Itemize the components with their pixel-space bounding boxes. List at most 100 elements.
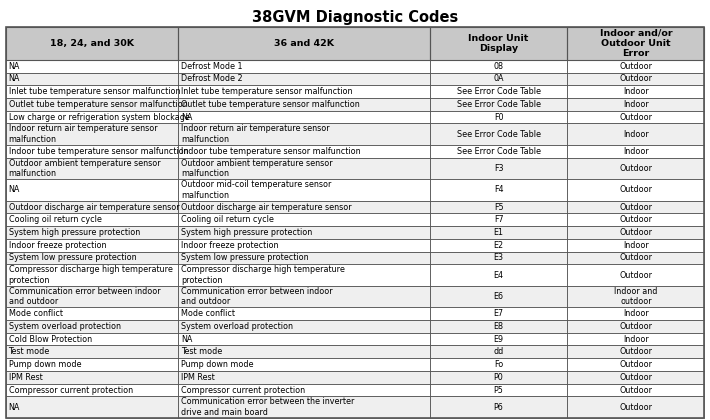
Text: F3: F3 (494, 164, 503, 173)
Bar (178, 383, 430, 396)
Bar (6, 286, 178, 307)
Bar (430, 346, 567, 358)
Text: IPM Rest: IPM Rest (181, 373, 215, 382)
Bar (430, 264, 567, 286)
Text: Indoor: Indoor (623, 130, 649, 139)
Bar (430, 396, 567, 418)
Bar (567, 383, 704, 396)
Text: Outdoor: Outdoor (619, 62, 652, 71)
Bar (567, 371, 704, 383)
Bar (6, 320, 178, 333)
Text: Outdoor: Outdoor (619, 403, 652, 412)
Text: P5: P5 (493, 386, 503, 394)
Text: E9: E9 (493, 335, 503, 344)
Bar (6, 383, 178, 396)
Bar (430, 333, 567, 346)
Bar (6, 111, 178, 123)
Text: Inlet tube temperature sensor malfunction: Inlet tube temperature sensor malfunctio… (181, 87, 353, 96)
Bar (430, 239, 567, 252)
Bar (567, 201, 704, 213)
Bar (178, 346, 430, 358)
Text: Communication error between the inverter
drive and main board: Communication error between the inverter… (181, 397, 354, 417)
Text: Outdoor: Outdoor (619, 322, 652, 331)
Bar (178, 201, 430, 213)
Text: Outdoor: Outdoor (619, 202, 652, 212)
Text: See Error Code Table: See Error Code Table (457, 100, 540, 109)
Bar (178, 73, 430, 85)
Text: Outdoor: Outdoor (619, 253, 652, 262)
Bar (178, 358, 430, 371)
Bar (430, 252, 567, 264)
Bar (567, 111, 704, 123)
Bar (567, 145, 704, 158)
Text: Pump down mode: Pump down mode (181, 360, 253, 369)
Bar (6, 145, 178, 158)
Bar (178, 264, 430, 286)
Bar (6, 158, 178, 179)
Bar (178, 307, 430, 320)
Text: Outdoor discharge air temperature sensor: Outdoor discharge air temperature sensor (181, 202, 351, 212)
Text: Indoor return air temperature sensor
malfunction: Indoor return air temperature sensor mal… (181, 124, 329, 144)
Bar (430, 371, 567, 383)
Bar (430, 226, 567, 239)
Bar (6, 158, 178, 179)
Text: E8: E8 (493, 322, 503, 331)
Bar (430, 371, 567, 383)
Text: F4: F4 (494, 185, 503, 194)
Text: NA: NA (9, 62, 20, 71)
Text: E3: E3 (493, 253, 503, 262)
Bar (6, 73, 178, 85)
Bar (567, 226, 704, 239)
Text: Outdoor: Outdoor (619, 373, 652, 382)
Bar (178, 60, 430, 73)
Bar (6, 85, 178, 98)
Bar (567, 307, 704, 320)
Bar (430, 383, 567, 396)
Text: Defrost Mode 2: Defrost Mode 2 (181, 74, 243, 83)
Bar (430, 201, 567, 213)
Text: F7: F7 (493, 215, 503, 224)
Bar (430, 145, 567, 158)
Text: F0: F0 (494, 113, 503, 121)
Bar (430, 111, 567, 123)
Bar (6, 371, 178, 383)
Bar (178, 98, 430, 111)
Bar (6, 333, 178, 346)
Bar (6, 98, 178, 111)
Text: P6: P6 (493, 403, 503, 412)
Text: 36 and 42K: 36 and 42K (274, 39, 334, 48)
Text: System low pressure protection: System low pressure protection (181, 253, 309, 262)
Bar (178, 27, 430, 60)
Bar (6, 286, 178, 307)
Bar (567, 371, 704, 383)
Bar (567, 158, 704, 179)
Text: Communication error between indoor
and outdoor: Communication error between indoor and o… (181, 287, 333, 306)
Bar (178, 333, 430, 346)
Text: Test mode: Test mode (181, 347, 222, 356)
Bar (567, 346, 704, 358)
Bar (430, 73, 567, 85)
Text: NA: NA (9, 403, 20, 412)
Bar (430, 396, 567, 418)
Text: E7: E7 (493, 309, 503, 318)
Bar (178, 383, 430, 396)
Bar (178, 123, 430, 145)
Text: Compressor current protection: Compressor current protection (181, 386, 305, 394)
Bar (178, 158, 430, 179)
Bar (178, 213, 430, 226)
Text: NA: NA (9, 74, 20, 83)
Bar (6, 27, 178, 60)
Bar (567, 98, 704, 111)
Bar (567, 27, 704, 60)
Bar (430, 346, 567, 358)
Bar (178, 145, 430, 158)
Bar (6, 358, 178, 371)
Bar (430, 85, 567, 98)
Bar (430, 111, 567, 123)
Bar (178, 371, 430, 383)
Bar (6, 264, 178, 286)
Bar (6, 226, 178, 239)
Bar (567, 286, 704, 307)
Bar (6, 60, 178, 73)
Bar (430, 27, 567, 60)
